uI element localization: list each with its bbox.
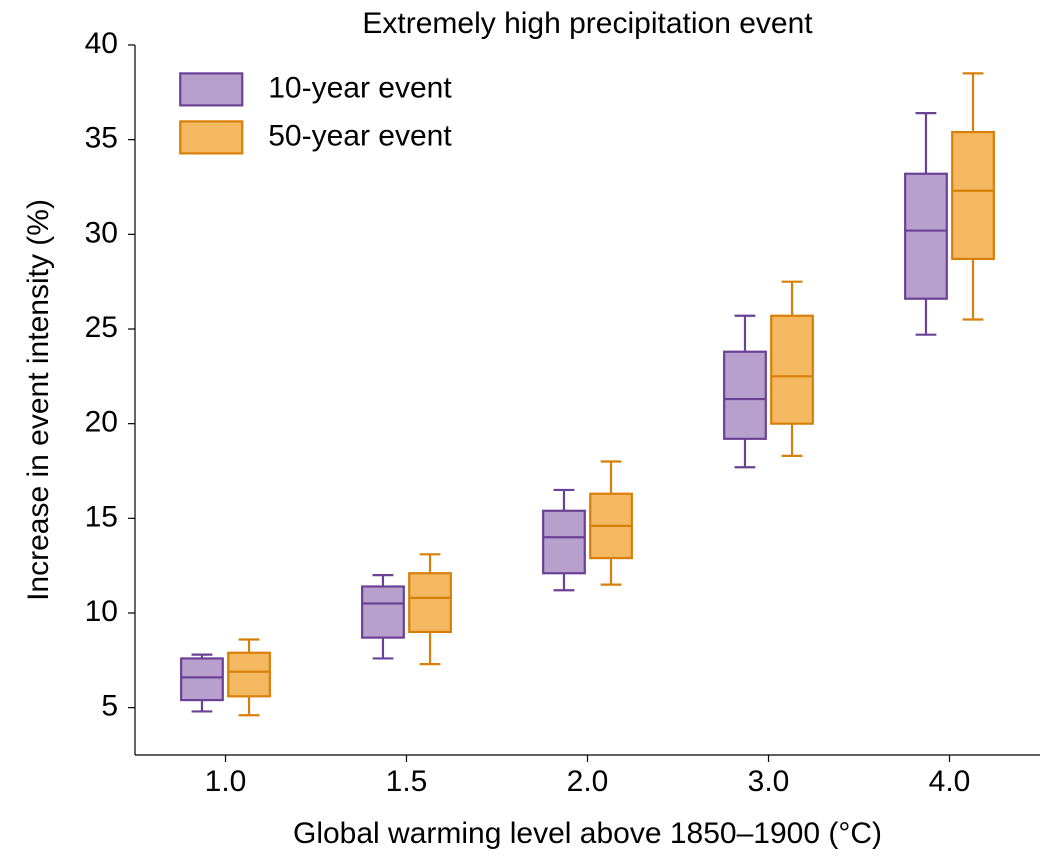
x-axis-label: Global warming level above 1850–1900 (°C… bbox=[293, 817, 882, 850]
x-tick-label: 4.0 bbox=[929, 765, 971, 798]
y-tick-label: 30 bbox=[85, 216, 118, 249]
legend-label: 10-year event bbox=[268, 71, 452, 104]
legend-label: 50-year event bbox=[268, 119, 452, 152]
x-tick-label: 3.0 bbox=[748, 765, 790, 798]
chart-title: Extremely high precipitation event bbox=[362, 7, 813, 40]
y-axis-label: Increase in event intensity (%) bbox=[22, 199, 55, 601]
y-tick-label: 25 bbox=[85, 311, 118, 344]
y-tick-label: 15 bbox=[85, 500, 118, 533]
y-tick-label: 20 bbox=[85, 406, 118, 439]
x-tick-label: 1.0 bbox=[205, 765, 247, 798]
y-tick-label: 10 bbox=[85, 595, 118, 628]
y-tick-label: 35 bbox=[85, 122, 118, 155]
x-tick-label: 1.5 bbox=[386, 765, 428, 798]
y-tick-label: 40 bbox=[85, 27, 118, 60]
x-tick-label: 2.0 bbox=[567, 765, 609, 798]
y-tick-label: 5 bbox=[101, 690, 118, 723]
chart-container: 5 10 15 20 25 30 35 40 1.0 1.5 2.0 3.0 4.0 Increase i… bbox=[0, 0, 1063, 857]
legend-swatch bbox=[180, 121, 242, 153]
boxplot-chart: 5 10 15 20 25 30 35 40 1.0 1.5 2.0 3.0 4.0 Increase i… bbox=[0, 0, 1063, 857]
legend-swatch bbox=[180, 73, 242, 105]
